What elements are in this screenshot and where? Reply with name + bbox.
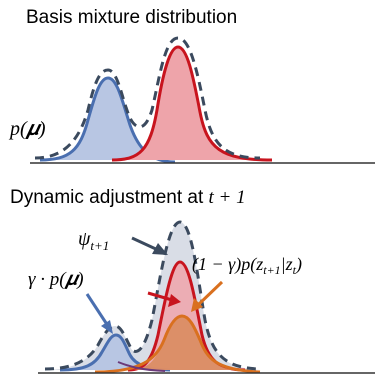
transition-sub1: t+1 [263,263,280,277]
blue-component-curve [39,76,176,164]
orange-arrow-head [191,298,203,312]
blue-component-fill [40,78,175,160]
title-math: t + 1 [209,187,246,208]
label-p-mu: p(𝝁) [8,118,46,140]
psi-subscript: t+1 [90,238,109,253]
transition-prefix: (1 − γ)p(z [192,254,263,275]
red-component-fill [115,47,272,160]
psi-symbol: ψ [78,228,91,250]
blue-scaled-fill [60,335,170,370]
red-arrow-head [168,294,181,307]
panel-title-basis: Basis mixture distribution [26,7,237,28]
red-adjusted-curve [127,260,246,372]
purple-tail-curve [117,361,166,372]
dynamic-adjustment-panel: Dynamic adjustment at t + 1 ψt+1 [10,187,375,374]
transition-sub2: t [293,263,297,277]
label-gamma-p-mu: γ · p(𝝁) [28,269,84,290]
gamma-arrow-shaft [85,293,110,327]
red-component-curve [111,45,273,162]
blue-scaled-curve [59,333,171,372]
label-psi: ψt+1 [78,228,109,253]
gamma-arrow-head [101,320,113,334]
transition-suffix: ) [295,254,302,275]
label-transition: (1 − γ)p(zt+1|zt) [192,254,302,277]
adjusted-mixture-fill [45,222,260,370]
adjusted-mixture-dashed-curve [44,220,261,371]
mixture-dashed-curve [34,36,261,160]
title-prefix: Dynamic adjustment at [10,187,209,208]
psi-arrow-shaft [131,236,159,252]
psi-arrow-head [152,243,168,255]
basis-mixture-panel: Basis mixture distribution p(𝝁) [8,7,375,164]
red-arrow-shaft [147,291,173,302]
transition-mid: |z [281,254,293,274]
panel-title-dynamic: Dynamic adjustment at t + 1 [10,187,246,208]
orange-transition-curve [94,314,261,374]
orange-transition-fill [130,316,240,370]
orange-arrow-shaft [196,280,224,307]
